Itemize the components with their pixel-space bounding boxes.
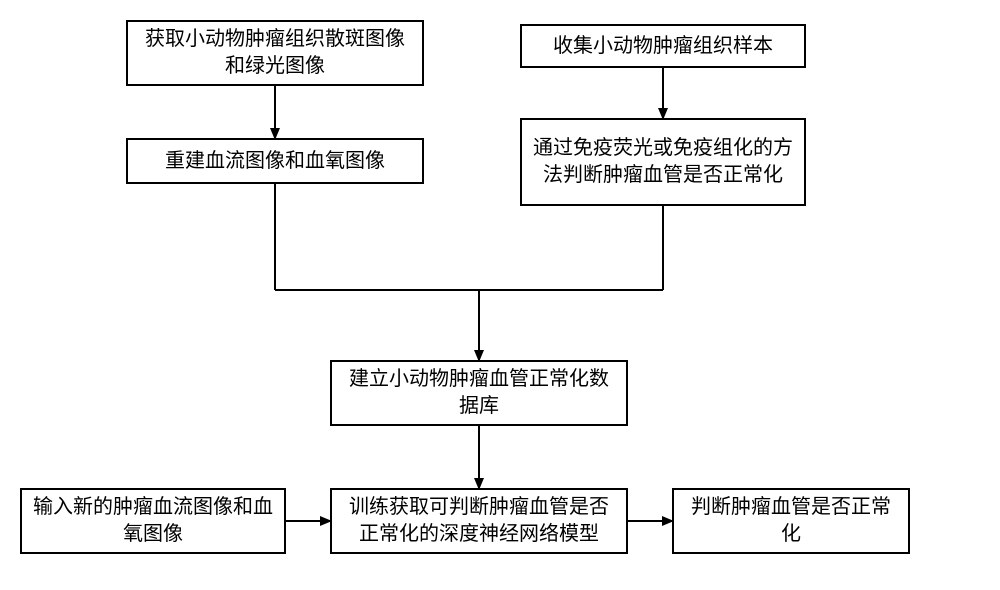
node-label: 重建血流图像和血氧图像 bbox=[165, 148, 385, 175]
node-label: 训练获取可判断肿瘤血管是否正常化的深度神经网络模型 bbox=[342, 494, 616, 548]
node-collect-samples: 收集小动物肿瘤组织样本 bbox=[520, 24, 806, 68]
node-reconstruct-images: 重建血流图像和血氧图像 bbox=[126, 138, 424, 184]
node-label: 获取小动物肿瘤组织散斑图像和绿光图像 bbox=[138, 26, 412, 80]
node-judge-normalization: 判断肿瘤血管是否正常化 bbox=[672, 488, 910, 554]
node-train-model: 训练获取可判断肿瘤血管是否正常化的深度神经网络模型 bbox=[330, 488, 628, 554]
flowchart-canvas: 获取小动物肿瘤组织散斑图像和绿光图像 收集小动物肿瘤组织样本 重建血流图像和血氧… bbox=[0, 0, 1000, 590]
node-label: 建立小动物肿瘤血管正常化数据库 bbox=[342, 366, 616, 420]
node-ihc-judgement: 通过免疫荧光或免疫组化的方法判断肿瘤血管是否正常化 bbox=[520, 118, 806, 206]
node-label: 收集小动物肿瘤组织样本 bbox=[553, 33, 773, 60]
node-build-database: 建立小动物肿瘤血管正常化数据库 bbox=[330, 360, 628, 426]
node-input-new-images: 输入新的肿瘤血流图像和血氧图像 bbox=[20, 488, 286, 554]
node-label: 判断肿瘤血管是否正常化 bbox=[684, 494, 898, 548]
node-label: 输入新的肿瘤血流图像和血氧图像 bbox=[32, 494, 274, 548]
node-label: 通过免疫荧光或免疫组化的方法判断肿瘤血管是否正常化 bbox=[532, 135, 794, 189]
node-acquire-images: 获取小动物肿瘤组织散斑图像和绿光图像 bbox=[126, 20, 424, 86]
